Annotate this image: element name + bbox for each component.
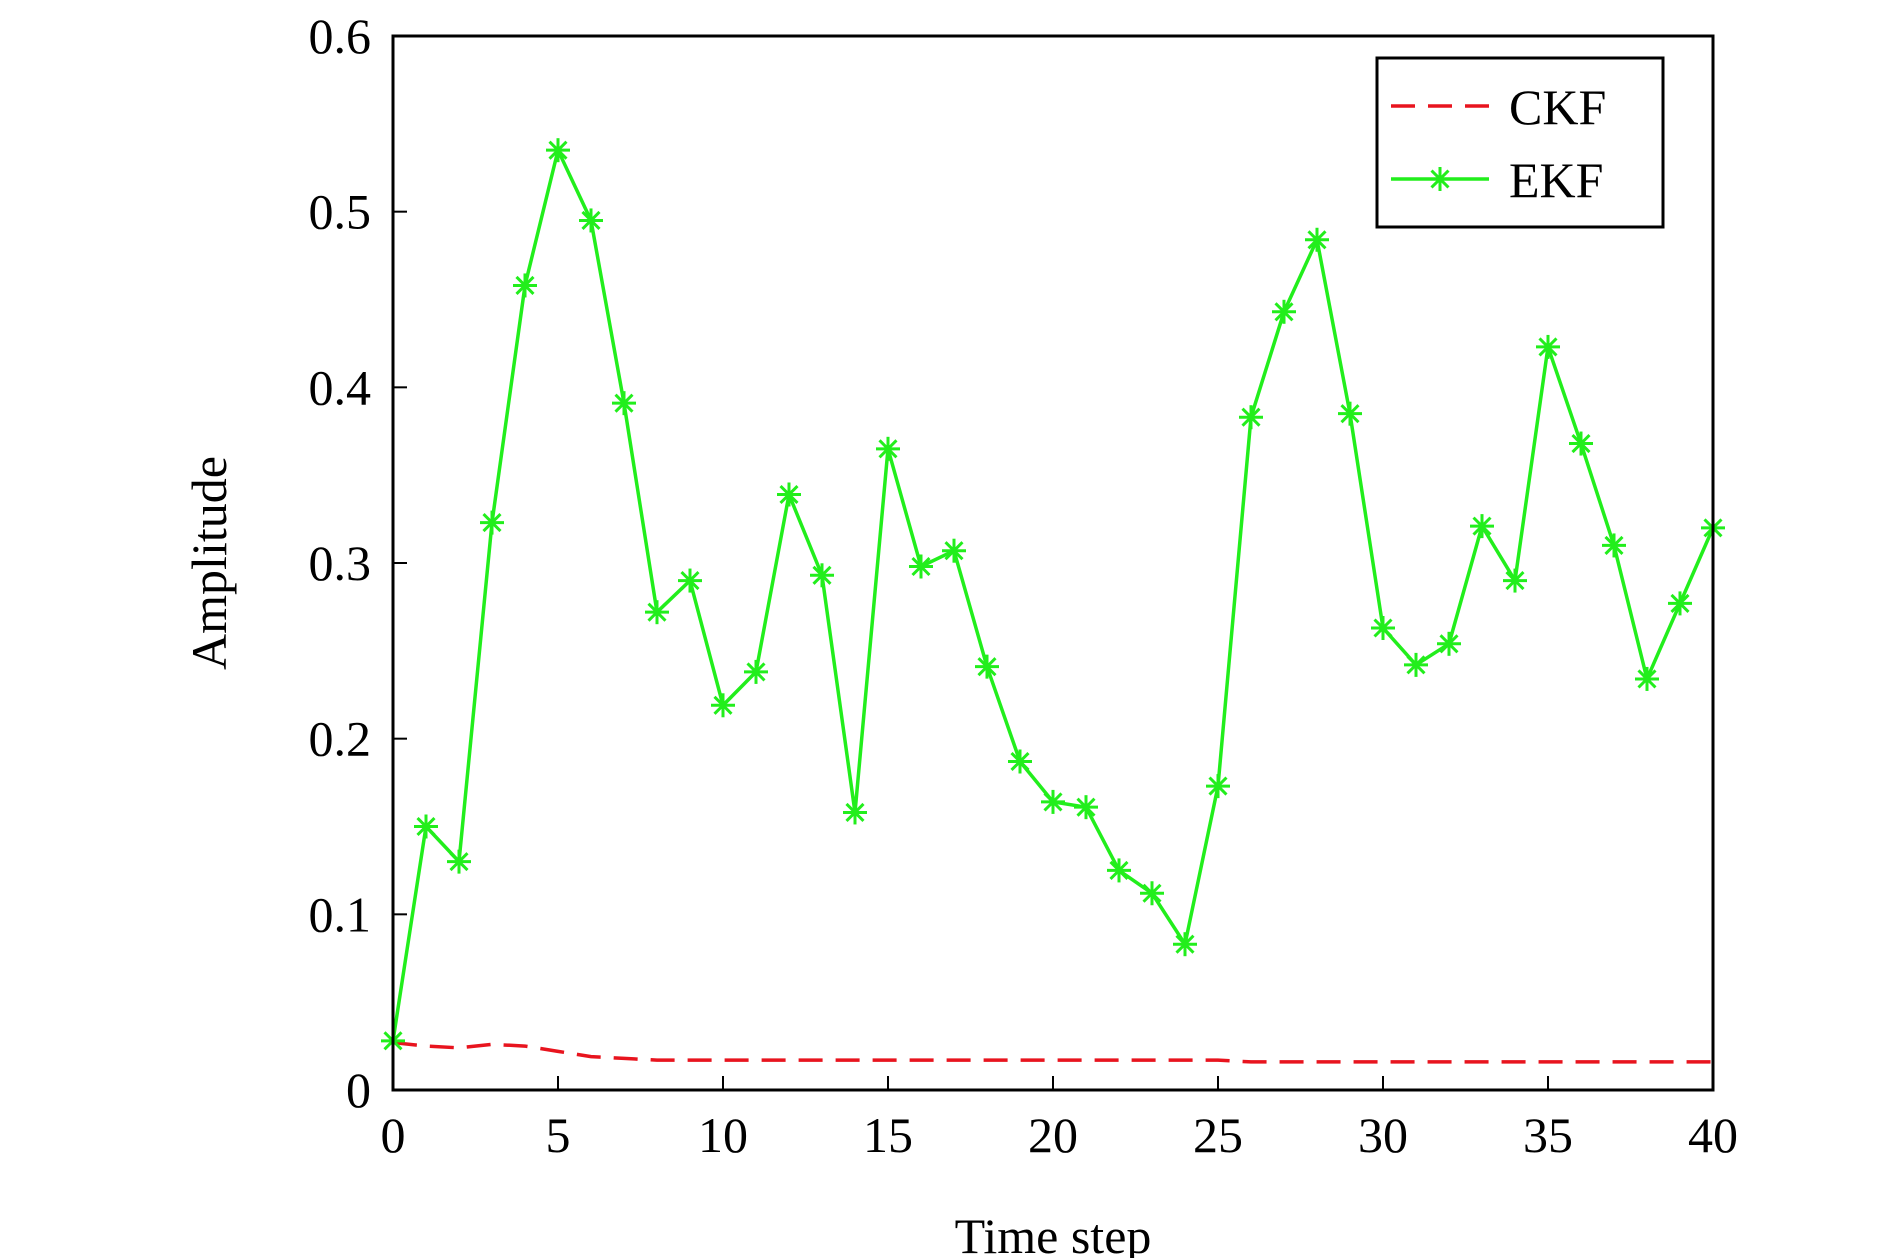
x-tick-label: 5 bbox=[546, 1107, 571, 1163]
data-point-ekf bbox=[942, 538, 966, 563]
y-axis-label: Amplitude bbox=[181, 456, 237, 670]
data-point-ekf bbox=[1140, 881, 1164, 906]
series-layer bbox=[381, 138, 1725, 1064]
data-point-ekf bbox=[876, 436, 900, 461]
data-point-ekf bbox=[645, 600, 669, 625]
x-tick-label: 25 bbox=[1193, 1107, 1243, 1163]
y-tick-label: 0.1 bbox=[309, 886, 372, 942]
data-point-ekf bbox=[777, 482, 801, 507]
series-line-ekf bbox=[391, 144, 1715, 1042]
data-point-ekf bbox=[1404, 652, 1428, 677]
data-point-ekf bbox=[1668, 591, 1692, 616]
y-tick-label: 0.4 bbox=[309, 359, 372, 415]
data-point-ekf bbox=[711, 693, 735, 718]
data-point-ekf bbox=[480, 510, 504, 535]
data-point-ekf bbox=[414, 814, 438, 839]
data-point-ekf bbox=[1635, 666, 1659, 691]
data-point-ekf bbox=[1206, 774, 1230, 799]
y-tick-label: 0.2 bbox=[309, 711, 372, 767]
data-point-ekf bbox=[1503, 568, 1527, 593]
y-tick-label: 0.6 bbox=[309, 8, 372, 64]
x-axis-label: Time step bbox=[955, 1208, 1152, 1258]
legend-marker-star bbox=[1428, 167, 1452, 191]
data-point-ekf bbox=[1305, 227, 1329, 252]
plot-frame bbox=[391, 34, 1715, 1092]
data-point-ekf bbox=[1569, 431, 1593, 456]
data-point-ekf bbox=[810, 563, 834, 588]
data-point-ekf bbox=[1107, 858, 1131, 883]
data-point-ekf bbox=[1536, 334, 1560, 359]
data-point-ekf bbox=[1437, 631, 1461, 656]
data-point-ekf bbox=[678, 568, 702, 593]
data-point-ekf bbox=[1041, 789, 1065, 814]
x-tick-label: 15 bbox=[863, 1107, 913, 1163]
x-tick-label: 0 bbox=[381, 1107, 406, 1163]
data-point-ekf bbox=[975, 654, 999, 679]
data-point-ekf bbox=[1602, 533, 1626, 558]
data-point-ekf bbox=[843, 800, 867, 825]
data-point-ekf bbox=[513, 273, 537, 298]
data-point-ekf bbox=[1338, 401, 1362, 426]
y-tick-label: 0 bbox=[346, 1062, 371, 1118]
data-point-ekf bbox=[612, 391, 636, 416]
series-line-ckf bbox=[392, 1040, 1713, 1064]
x-tick-label: 35 bbox=[1523, 1107, 1573, 1163]
y-tick-label: 0.3 bbox=[309, 535, 372, 591]
data-point-ekf bbox=[1272, 299, 1296, 324]
data-point-ekf bbox=[1239, 405, 1263, 430]
data-point-ekf bbox=[909, 554, 933, 579]
data-point-ekf bbox=[546, 138, 570, 163]
x-tick-label: 20 bbox=[1028, 1107, 1078, 1163]
data-point-ekf bbox=[1371, 615, 1395, 640]
data-point-ekf bbox=[1173, 932, 1197, 957]
legend-label-ekf: EKF bbox=[1509, 152, 1603, 208]
data-point-ekf bbox=[744, 659, 768, 684]
data-point-ekf bbox=[1008, 749, 1032, 774]
legend-marker-ekf bbox=[1428, 167, 1452, 191]
x-tick-label: 40 bbox=[1688, 1107, 1738, 1163]
legend-box bbox=[1375, 56, 1665, 229]
x-tick-label: 30 bbox=[1358, 1107, 1408, 1163]
y-tick-label: 0.5 bbox=[309, 184, 372, 240]
x-tick-label: 10 bbox=[698, 1107, 748, 1163]
data-point-ekf bbox=[1074, 795, 1098, 820]
data-point-ekf bbox=[579, 208, 603, 233]
ticks-layer: 0 5 10 15 20 25 30 35 40 0 0.1 0.2 0.3 0.4 0.5 0.6 bbox=[309, 8, 1739, 1163]
legend-label-ckf: CKF bbox=[1509, 79, 1606, 135]
data-point-ekf bbox=[447, 849, 471, 874]
legend: CKF EKF bbox=[1375, 56, 1665, 229]
data-point-ekf bbox=[1470, 514, 1494, 539]
